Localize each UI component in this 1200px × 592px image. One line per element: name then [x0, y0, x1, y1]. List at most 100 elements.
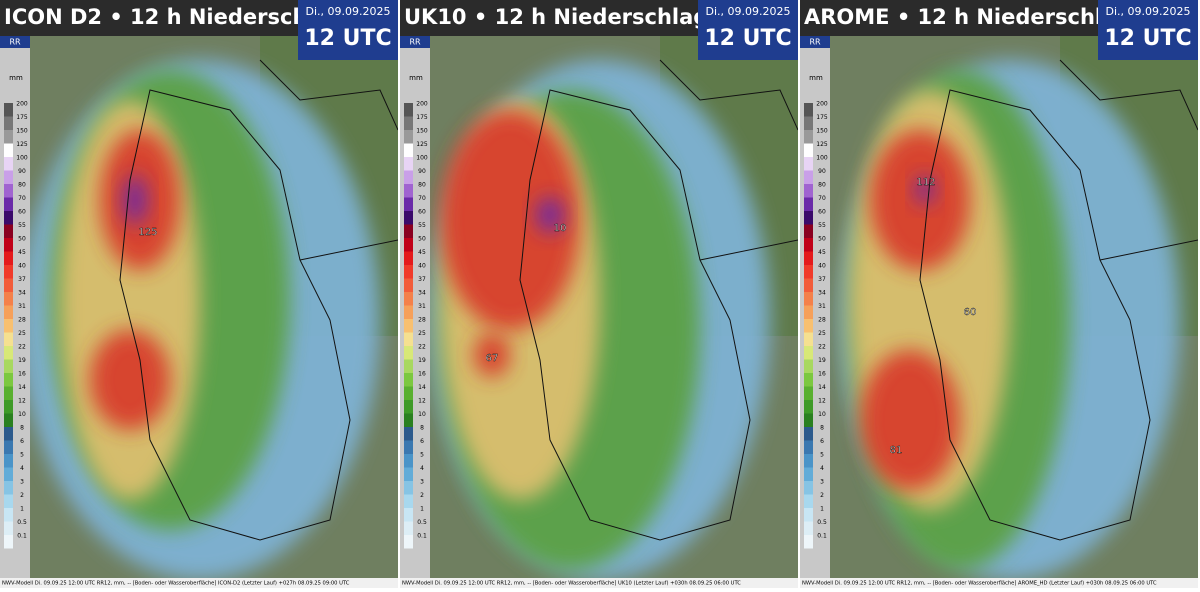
date-box: [1098, 0, 1198, 60]
map-panel: 112 60 81 AROME • 12 h Niederschlag Di., 09.…: [800, 0, 1199, 588]
rr-label: RR: [9, 38, 21, 47]
legend-swatch: [804, 454, 813, 468]
legend-swatch: [404, 386, 413, 400]
legend-swatch: [404, 373, 413, 387]
legend-label: 125: [16, 141, 28, 148]
legend-swatch: [4, 157, 13, 171]
legend-label: 34: [18, 290, 26, 297]
legend-swatch: [404, 143, 413, 157]
rr-box: [800, 36, 830, 48]
panel-title: UK10 • 12 h Niederschlag: [404, 5, 708, 29]
legend-swatch: [804, 305, 813, 319]
border: [1059, 59, 1199, 261]
legend-label: 16: [18, 371, 26, 378]
legend-label: 2: [420, 492, 424, 499]
legend-label: 175: [16, 114, 28, 121]
unit-label: mm: [9, 74, 23, 82]
footer: NWV-Modell Di. 09.09.25 12:00 UTC RR12, …: [802, 581, 1157, 587]
legend-swatch: [404, 292, 413, 306]
legend-label: 200: [16, 101, 28, 108]
legend-swatch: [404, 332, 413, 346]
legend-label: 80: [18, 182, 26, 189]
legend-swatch: [404, 224, 413, 238]
legend-swatch: [404, 103, 413, 117]
legend-swatch: [4, 400, 13, 414]
legend-swatch: [804, 413, 813, 427]
legend-label: 37: [418, 276, 426, 283]
legend-label: 34: [418, 290, 426, 297]
legend-label: 50: [818, 236, 826, 243]
border: [119, 89, 351, 541]
unit-label: mm: [809, 74, 823, 82]
legend-swatch: [804, 224, 813, 238]
legend-label: 3: [20, 479, 24, 486]
legend-swatch: [404, 116, 413, 130]
legend-label: 31: [18, 303, 26, 310]
legend-label: 1: [20, 506, 24, 513]
max-value: 60: [964, 307, 977, 318]
legend-label: 0.1: [817, 533, 827, 540]
legend-swatch: [804, 494, 813, 508]
legend-label: 175: [816, 114, 828, 121]
legend-label: 4: [820, 465, 824, 472]
legend-label: 10: [18, 411, 26, 418]
legend-label: 19: [18, 357, 26, 364]
map-panel: 10 67 UK10 • 12 h Niederschlag Di., 09.09.2…: [400, 0, 799, 588]
legend-swatch: [4, 535, 13, 549]
legend-label: 28: [18, 317, 26, 324]
legend-swatch: [4, 494, 13, 508]
max-value: 125: [138, 227, 157, 238]
legend-swatch: [4, 413, 13, 427]
legend-label: 19: [418, 357, 426, 364]
legend-swatch: [404, 400, 413, 414]
legend-swatch: [804, 359, 813, 373]
legend-swatch: [4, 143, 13, 157]
legend-label: 25: [418, 330, 426, 337]
legend-swatch: [804, 508, 813, 522]
precip-area: [536, 197, 564, 233]
legend-label: 16: [418, 371, 426, 378]
legend-swatch: [804, 521, 813, 535]
legend-swatch: [404, 413, 413, 427]
legend-swatch: [404, 494, 413, 508]
legend-label: 55: [418, 222, 426, 229]
precip-area: [440, 110, 580, 330]
legend-label: 22: [18, 344, 26, 351]
legend-label: 55: [18, 222, 26, 229]
legend-swatch: [4, 521, 13, 535]
legend-swatch: [404, 427, 413, 441]
legend-swatch: [404, 319, 413, 333]
time: 12 UTC: [704, 26, 791, 51]
legend-label: 10: [818, 411, 826, 418]
legend-label: 45: [418, 249, 426, 256]
legend-swatch: [4, 224, 13, 238]
legend-swatch: [4, 184, 13, 198]
legend-label: 4: [20, 465, 24, 472]
legend-label: 0.1: [17, 533, 27, 540]
legend-label: 0.5: [417, 519, 427, 526]
legend-label: 22: [818, 344, 826, 351]
rr-box: [400, 36, 430, 48]
precip-area: [474, 333, 510, 377]
legend-label: 10: [418, 411, 426, 418]
legend-swatch: [804, 400, 813, 414]
legend-swatch: [4, 467, 13, 481]
time: 12 UTC: [1104, 26, 1191, 51]
legend-swatch: [404, 211, 413, 225]
legend-label: 12: [818, 398, 826, 405]
map-panel: 125 ICON D2 • 12 h Niederschlag Di., 09.09…: [0, 0, 399, 588]
legend-swatch: [4, 116, 13, 130]
legend-swatch: [404, 521, 413, 535]
legend-label: 80: [818, 182, 826, 189]
legend-label: 70: [18, 195, 26, 202]
legend-label: 4: [420, 465, 424, 472]
legend-label: 8: [820, 425, 824, 432]
legend-swatch: [404, 170, 413, 184]
legend-swatch: [4, 386, 13, 400]
legend-swatch: [4, 211, 13, 225]
legend-label: 8: [420, 425, 424, 432]
legend-label: 14: [418, 384, 426, 391]
legend-swatch: [404, 130, 413, 144]
